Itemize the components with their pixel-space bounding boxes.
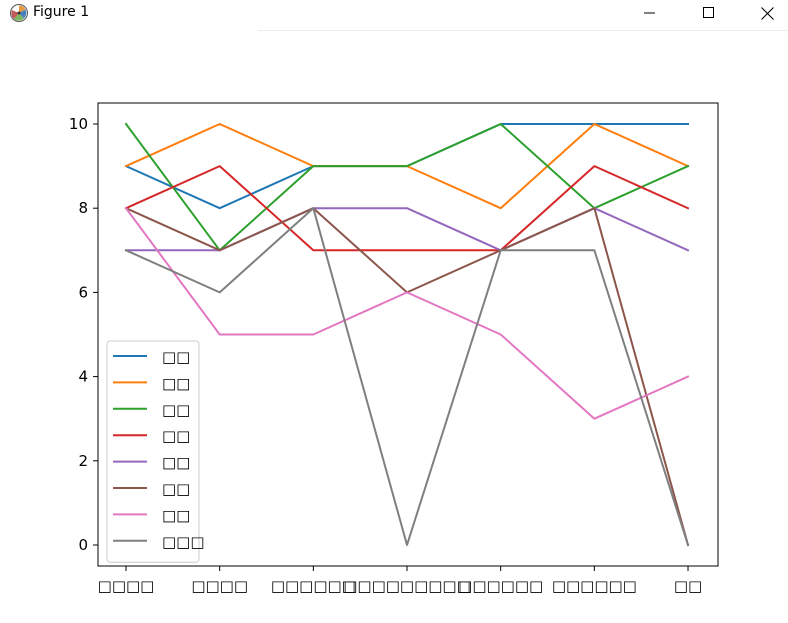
y-tick-label: 2	[78, 452, 88, 470]
minimize-icon	[644, 12, 655, 14]
legend-box	[106, 340, 200, 563]
legend-label: □□	[162, 454, 190, 472]
close-icon	[760, 6, 774, 20]
x-tick-label: □□	[674, 577, 702, 595]
x-tick-label: □□□□□□	[271, 577, 356, 595]
x-tick-label: □□□□□□	[552, 577, 637, 595]
series-line-8	[124, 207, 690, 547]
minimize-button[interactable]	[627, 0, 673, 26]
legend-label: □□	[162, 480, 190, 498]
y-tick-label: 4	[78, 368, 88, 386]
legend-label: □□	[162, 506, 190, 524]
maximize-icon	[703, 7, 714, 18]
close-button[interactable]	[744, 0, 788, 26]
legend-label: □□	[162, 374, 190, 392]
series-lines	[124, 122, 690, 547]
titlebar-divider	[258, 30, 788, 31]
series-line-7	[124, 206, 690, 420]
window-titlebar: Figure 1	[0, 0, 788, 30]
x-tick-label: □□□□□□	[458, 577, 543, 595]
legend: □□□□□□□□□□□□□□□□□	[106, 340, 205, 563]
y-tick-label: 8	[78, 199, 88, 217]
legend-label: □□□	[162, 533, 205, 551]
legend-label: □□	[162, 348, 190, 366]
maximize-button[interactable]	[686, 0, 732, 26]
x-tick-label: □□□□	[98, 577, 155, 595]
legend-label: □□	[162, 427, 190, 445]
matplotlib-logo-icon	[10, 4, 28, 22]
axes-frame	[97, 102, 719, 567]
plot-area	[98, 103, 718, 566]
x-tick-label: □□□□	[191, 577, 248, 595]
legend-label: □□	[162, 401, 190, 419]
y-tick-label: 6	[78, 283, 88, 301]
series-line-4	[124, 165, 690, 252]
window-title: Figure 1	[33, 4, 90, 20]
y-tick-label: 10	[69, 115, 88, 133]
x-tick-label: □□□□□□□□□	[343, 577, 471, 595]
y-tick-label: 0	[78, 536, 88, 554]
